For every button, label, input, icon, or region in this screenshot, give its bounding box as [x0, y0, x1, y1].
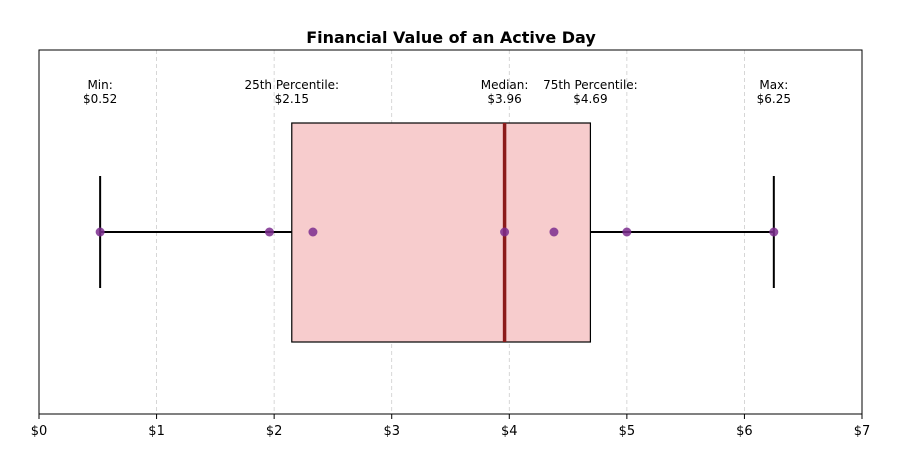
x-tick-label: $5 [619, 424, 636, 439]
x-tick-label: $7 [854, 424, 871, 439]
plot-frame [38, 49, 863, 415]
iqr-box [291, 122, 592, 343]
annotation-label: Max: [759, 78, 788, 92]
data-point [500, 227, 510, 237]
x-tick-label: $6 [736, 424, 753, 439]
annotation-value: $3.96 [487, 92, 521, 106]
x-tick-label: $3 [383, 424, 400, 439]
x-tick-label: $1 [148, 424, 165, 439]
data-point [308, 227, 318, 237]
data-point [95, 227, 105, 237]
annotation-label: Median: [481, 78, 529, 92]
x-tick-label: $2 [266, 424, 283, 439]
x-axis: $0 $1 $2 $3 $4 $5 $6 $7 [31, 414, 871, 439]
annotation-value: $6.25 [757, 92, 791, 106]
x-tick-label: $4 [501, 424, 518, 439]
points-layer [95, 227, 779, 237]
x-tick-label: $0 [31, 424, 48, 439]
chart-title: Financial Value of an Active Day [306, 28, 596, 47]
data-point [622, 227, 632, 237]
box-layer [99, 122, 775, 343]
annotation-value: $0.52 [83, 92, 117, 106]
annotation-label: 75th Percentile: [543, 78, 638, 92]
data-point [549, 227, 559, 237]
annotation-value: $2.15 [275, 92, 309, 106]
annotation-label: 25th Percentile: [244, 78, 339, 92]
annotation-label: Min: [87, 78, 112, 92]
data-point [264, 227, 274, 237]
data-point [769, 227, 779, 237]
annotation-value: $4.69 [573, 92, 607, 106]
annotations-layer: Min:$0.52 25th Percentile:$2.15 Median:$3.… [83, 78, 791, 106]
